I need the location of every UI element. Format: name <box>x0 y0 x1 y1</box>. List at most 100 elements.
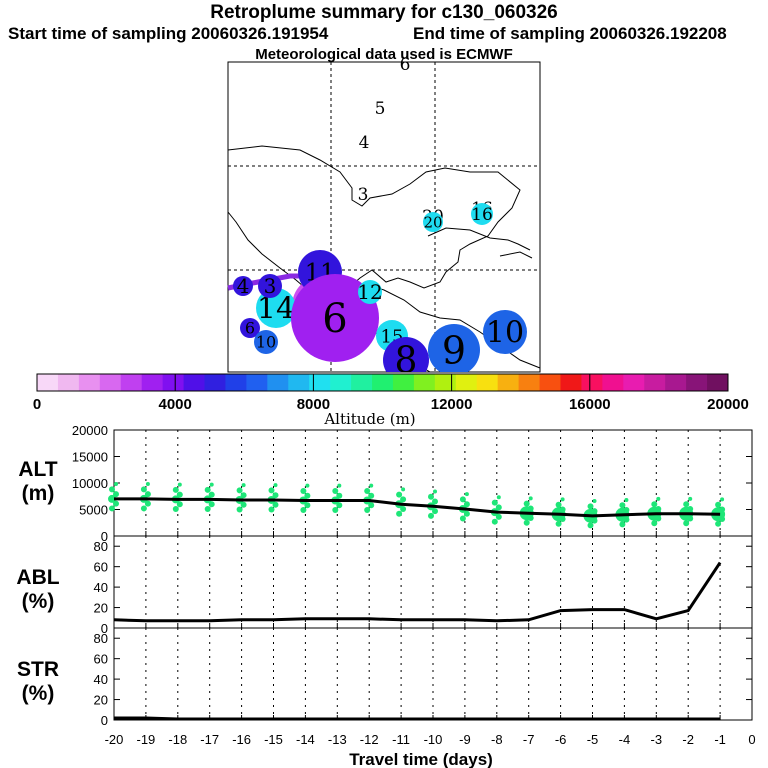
colorbar-swatch <box>434 374 457 391</box>
colorbar-swatch <box>413 374 436 391</box>
altitude-dot <box>464 492 469 497</box>
altitude-dot <box>145 482 150 487</box>
cluster-circle <box>358 280 382 304</box>
altitude-dot <box>172 486 179 493</box>
xtick-label: -10 <box>424 732 443 747</box>
altitude-dot <box>208 491 215 498</box>
cluster-label: 6 <box>322 296 347 342</box>
altitude-dot <box>555 520 562 527</box>
cluster-circle <box>291 274 379 362</box>
altitude-dot <box>113 491 119 498</box>
cluster-label: 20 <box>423 213 442 231</box>
meteo-source: Meteorological data used is ECMWF <box>255 46 513 63</box>
altitude-dot <box>428 493 434 500</box>
colorbar-swatch <box>665 374 687 391</box>
cluster-circle <box>483 310 527 354</box>
colorbar-swatch <box>141 374 164 391</box>
colorbar-swatch <box>57 374 80 391</box>
cluster-circle <box>471 203 493 225</box>
altitude-dot <box>273 483 278 488</box>
altitude-dot <box>560 497 565 502</box>
altitude-dot <box>109 505 115 512</box>
colorbar-swatch <box>37 374 59 391</box>
altitude-dot <box>305 483 310 488</box>
altitude-dot <box>304 492 311 499</box>
altitude-dot <box>591 508 598 515</box>
altitude-dot <box>715 520 722 527</box>
altitude-dot <box>491 499 498 506</box>
ytick-label: 40 <box>94 580 108 595</box>
altitude-dot <box>396 491 403 498</box>
altitude-dot <box>236 487 243 494</box>
altitude-dot <box>336 502 343 509</box>
xtick-label: 0 <box>748 732 755 747</box>
xtick-label: -16 <box>232 732 251 747</box>
altitude-dot <box>720 497 725 502</box>
cluster-label: 12 <box>357 280 382 304</box>
xtick-label: -12 <box>360 732 379 747</box>
colorbar-swatch <box>246 374 268 391</box>
time-series-panels: ALT(m)05000100001500020000ABL(%)02040608… <box>16 423 755 768</box>
altitude-dot <box>459 515 466 522</box>
altitude-dot <box>337 483 342 488</box>
series-line <box>113 561 722 623</box>
xtick-label: -8 <box>491 732 503 747</box>
altitude-dot <box>559 506 566 513</box>
map-label: 4 <box>359 133 370 153</box>
xtick-label: -20 <box>105 732 124 747</box>
ytick-label: 0 <box>101 621 108 636</box>
cluster-circle <box>383 337 429 372</box>
xtick-label: -2 <box>682 732 694 747</box>
xtick-label: -18 <box>168 732 187 747</box>
ytick-label: 20000 <box>72 423 108 438</box>
colorbar-swatch <box>99 374 122 391</box>
altitude-dot <box>463 501 470 508</box>
colorbar-swatch <box>455 374 478 391</box>
colorbar-swatch <box>351 374 373 391</box>
altitude-dot <box>177 482 182 487</box>
altitude-dot <box>144 500 151 507</box>
altitude-dot <box>172 505 179 512</box>
altitude-dot <box>523 500 530 507</box>
xtick-label: -9 <box>459 732 471 747</box>
altitude-dot <box>108 494 116 503</box>
altitude-dot <box>623 507 630 514</box>
altitude-dot <box>651 501 658 508</box>
colorbar-swatch <box>686 374 708 391</box>
altitude-dot <box>272 492 279 499</box>
altitude-dot <box>715 501 722 508</box>
colorbar-swatch <box>518 374 541 391</box>
altitude-dot <box>528 496 533 501</box>
altitude-dot <box>304 502 311 509</box>
chart-title: Retroplume summary for c130_060326 <box>210 2 558 23</box>
colorbar-tick-label: 16000 <box>569 396 611 413</box>
panel-ylabel: ALT <box>18 458 57 481</box>
altitude-dot <box>369 483 374 488</box>
colorbar-tick-label: 12000 <box>431 396 473 413</box>
map-label: 6 <box>400 55 411 75</box>
altitude-dot <box>619 502 626 509</box>
altitude-dot <box>240 501 247 508</box>
altitude-dot <box>592 499 597 504</box>
altitude-dot <box>113 500 119 507</box>
colorbar-label: Altitude (m) <box>323 410 415 428</box>
coastline <box>499 251 533 259</box>
xtick-label: -3 <box>651 732 663 747</box>
colorbar-swatch <box>602 374 624 391</box>
altitude-dot <box>463 510 470 517</box>
colorbar-swatch <box>623 374 645 391</box>
altitude-dot <box>272 501 279 508</box>
colorbar-tick-label: 8000 <box>297 396 330 413</box>
cluster-label: 9 <box>442 328 466 372</box>
xtick-label: -4 <box>619 732 631 747</box>
altitude-dot <box>368 492 375 499</box>
ytick-label: 15000 <box>72 450 108 465</box>
altitude-dot <box>241 483 246 488</box>
altitude-dot <box>495 504 502 511</box>
altitude-dot <box>204 486 211 493</box>
altitude-dot <box>587 522 594 529</box>
altitude-dot <box>459 496 466 503</box>
ytick-label: 60 <box>94 560 108 575</box>
